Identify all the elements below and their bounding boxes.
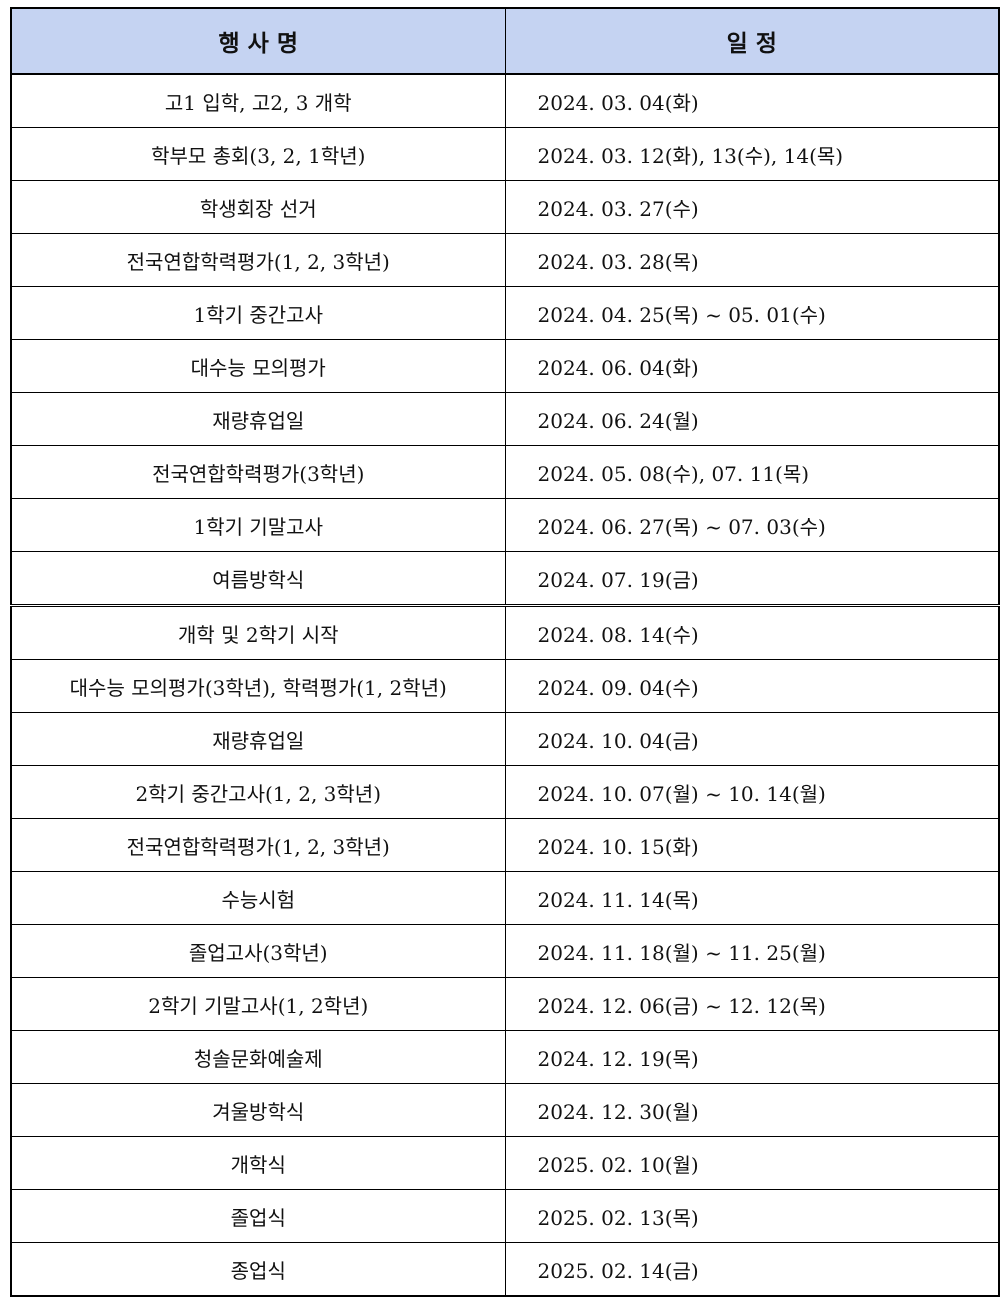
table-row: 대수능 모의평가(3학년), 학력평가(1, 2학년) 2024. 09. 04… xyxy=(10,659,1000,713)
event-date-cell: 2024. 03. 27(수) xyxy=(504,180,1000,234)
event-name-cell: 대수능 모의평가(3학년), 학력평가(1, 2학년) xyxy=(10,659,506,713)
table-header-row: 행 사 명 일 정 xyxy=(10,7,1000,75)
event-date-cell: 2024. 06. 24(월) xyxy=(504,392,1000,446)
table-row: 개학 및 2학기 시작 2024. 08. 14(수) xyxy=(10,604,1000,660)
table-row: 종업식 2025. 02. 14(금) xyxy=(10,1242,1000,1297)
event-name-cell: 여름방학식 xyxy=(10,551,506,606)
event-name-cell: 개학식 xyxy=(10,1136,506,1190)
event-date-cell: 2024. 06. 04(화) xyxy=(504,339,1000,393)
event-name-cell: 재량휴업일 xyxy=(10,392,506,446)
table-row: 2학기 기말고사(1, 2학년) 2024. 12. 06(금) ~ 12. 1… xyxy=(10,977,1000,1031)
event-date-cell: 2024. 12. 19(목) xyxy=(504,1030,1000,1084)
event-name-cell: 2학기 중간고사(1, 2, 3학년) xyxy=(10,765,506,819)
table-row: 재량휴업일 2024. 06. 24(월) xyxy=(10,392,1000,446)
event-date-cell: 2025. 02. 13(목) xyxy=(504,1189,1000,1243)
table-row: 1학기 중간고사 2024. 04. 25(목) ~ 05. 01(수) xyxy=(10,286,1000,340)
table-row: 청솔문화예술제 2024. 12. 19(목) xyxy=(10,1030,1000,1084)
table-row: 전국연합학력평가(1, 2, 3학년) 2024. 10. 15(화) xyxy=(10,818,1000,872)
event-name-cell: 재량휴업일 xyxy=(10,712,506,766)
table-row: 수능시험 2024. 11. 14(목) xyxy=(10,871,1000,925)
event-name-cell: 개학 및 2학기 시작 xyxy=(10,604,506,660)
event-date-cell: 2024. 03. 12(화), 13(수), 14(목) xyxy=(504,127,1000,181)
event-name-cell: 학부모 총회(3, 2, 1학년) xyxy=(10,127,506,181)
event-date-cell: 2024. 11. 18(월) ~ 11. 25(월) xyxy=(504,924,1000,978)
event-name-cell: 졸업고사(3학년) xyxy=(10,924,506,978)
table-row: 전국연합학력평가(3학년) 2024. 05. 08(수), 07. 11(목) xyxy=(10,445,1000,499)
table-row: 겨울방학식 2024. 12. 30(월) xyxy=(10,1083,1000,1137)
event-name-cell: 1학기 기말고사 xyxy=(10,498,506,552)
table-row: 대수능 모의평가 2024. 06. 04(화) xyxy=(10,339,1000,393)
table-row: 재량휴업일 2024. 10. 04(금) xyxy=(10,712,1000,766)
table-row: 졸업고사(3학년) 2024. 11. 18(월) ~ 11. 25(월) xyxy=(10,924,1000,978)
table-row: 졸업식 2025. 02. 13(목) xyxy=(10,1189,1000,1243)
event-date-cell: 2025. 02. 10(월) xyxy=(504,1136,1000,1190)
event-name-cell: 전국연합학력평가(3학년) xyxy=(10,445,506,499)
event-name-cell: 겨울방학식 xyxy=(10,1083,506,1137)
school-schedule-table: 행 사 명 일 정 고1 입학, 고2, 3 개학 2024. 03. 04(화… xyxy=(10,7,1000,1297)
table-row: 2학기 중간고사(1, 2, 3학년) 2024. 10. 07(월) ~ 10… xyxy=(10,765,1000,819)
event-date-cell: 2024. 08. 14(수) xyxy=(504,604,1000,660)
event-name-cell: 고1 입학, 고2, 3 개학 xyxy=(10,73,506,128)
table-row: 여름방학식 2024. 07. 19(금) xyxy=(10,551,1000,606)
event-date-cell: 2024. 03. 28(목) xyxy=(504,233,1000,287)
event-date-cell: 2024. 09. 04(수) xyxy=(504,659,1000,713)
event-date-cell: 2024. 11. 14(목) xyxy=(504,871,1000,925)
event-name-cell: 전국연합학력평가(1, 2, 3학년) xyxy=(10,233,506,287)
event-name-cell: 수능시험 xyxy=(10,871,506,925)
event-date-cell: 2024. 10. 07(월) ~ 10. 14(월) xyxy=(504,765,1000,819)
event-name-cell: 청솔문화예술제 xyxy=(10,1030,506,1084)
event-date-cell: 2024. 07. 19(금) xyxy=(504,551,1000,606)
event-date-cell: 2025. 02. 14(금) xyxy=(504,1242,1000,1297)
table-row: 개학식 2025. 02. 10(월) xyxy=(10,1136,1000,1190)
event-name-header: 행 사 명 xyxy=(10,7,506,75)
event-name-cell: 학생회장 선거 xyxy=(10,180,506,234)
event-name-cell: 1학기 중간고사 xyxy=(10,286,506,340)
event-date-cell: 2024. 12. 06(금) ~ 12. 12(목) xyxy=(504,977,1000,1031)
table-row: 전국연합학력평가(1, 2, 3학년) 2024. 03. 28(목) xyxy=(10,233,1000,287)
schedule-date-header: 일 정 xyxy=(504,7,1000,75)
event-name-cell: 2학기 기말고사(1, 2학년) xyxy=(10,977,506,1031)
table-row: 1학기 기말고사 2024. 06. 27(목) ~ 07. 03(수) xyxy=(10,498,1000,552)
event-date-cell: 2024. 10. 04(금) xyxy=(504,712,1000,766)
event-date-cell: 2024. 12. 30(월) xyxy=(504,1083,1000,1137)
table-row: 학생회장 선거 2024. 03. 27(수) xyxy=(10,180,1000,234)
table-row: 학부모 총회(3, 2, 1학년) 2024. 03. 12(화), 13(수)… xyxy=(10,127,1000,181)
event-name-cell: 전국연합학력평가(1, 2, 3학년) xyxy=(10,818,506,872)
table-row: 고1 입학, 고2, 3 개학 2024. 03. 04(화) xyxy=(10,73,1000,128)
event-date-cell: 2024. 03. 04(화) xyxy=(504,73,1000,128)
event-name-cell: 대수능 모의평가 xyxy=(10,339,506,393)
event-date-cell: 2024. 05. 08(수), 07. 11(목) xyxy=(504,445,1000,499)
event-date-cell: 2024. 10. 15(화) xyxy=(504,818,1000,872)
event-name-cell: 종업식 xyxy=(10,1242,506,1297)
event-date-cell: 2024. 06. 27(목) ~ 07. 03(수) xyxy=(504,498,1000,552)
event-date-cell: 2024. 04. 25(목) ~ 05. 01(수) xyxy=(504,286,1000,340)
event-name-cell: 졸업식 xyxy=(10,1189,506,1243)
